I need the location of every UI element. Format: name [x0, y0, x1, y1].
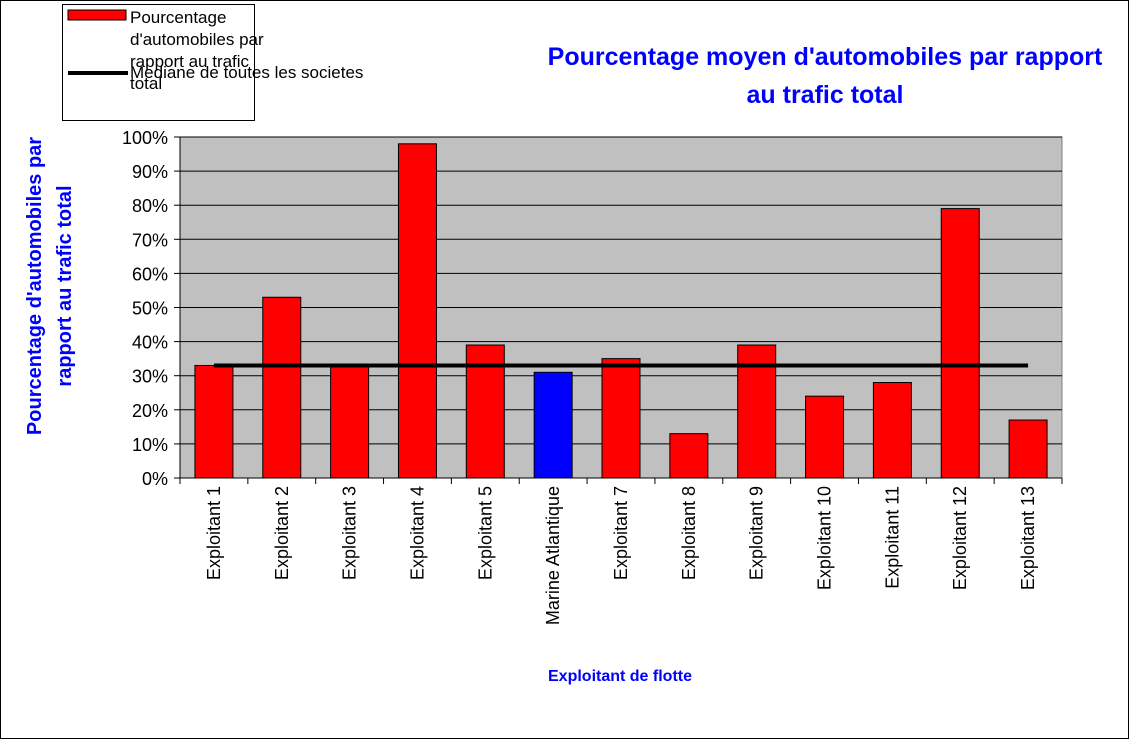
bar [1008, 419, 1048, 479]
bar [940, 208, 980, 479]
bar [533, 371, 573, 479]
bar [262, 296, 302, 479]
y-tick-label: 50% [132, 299, 168, 319]
x-tick-label: Exploitant 7 [611, 486, 631, 580]
bar [669, 433, 709, 479]
x-tick-label: Exploitant 9 [747, 486, 767, 580]
y-tick-label: 30% [132, 367, 168, 387]
y-tick-label: 40% [132, 333, 168, 353]
y-tick-label: 70% [132, 230, 168, 250]
x-tick-label: Exploitant 10 [815, 486, 835, 590]
x-tick-label: Marine Atlantique [543, 486, 563, 625]
y-tick-label: 80% [132, 196, 168, 216]
y-tick-label: 0% [142, 469, 168, 489]
y-tick-label: 20% [132, 401, 168, 421]
bar [601, 358, 641, 479]
x-tick-label: Exploitant 5 [475, 486, 495, 580]
bar [397, 143, 437, 479]
x-tick-label: Exploitant 2 [272, 486, 292, 580]
bar [805, 395, 845, 479]
x-tick-label: Exploitant 11 [882, 486, 902, 589]
x-tick-label: Exploitant 13 [1018, 486, 1038, 590]
x-tick-label: Exploitant 12 [950, 486, 970, 590]
y-tick-label: 10% [132, 435, 168, 455]
y-tick-label: 90% [132, 162, 168, 182]
bar [330, 364, 370, 479]
legend-swatch [67, 9, 127, 21]
bar [872, 382, 912, 479]
bar [194, 364, 234, 479]
x-tick-label: Exploitant 1 [204, 486, 224, 580]
x-tick-label: Exploitant 4 [407, 486, 427, 580]
x-axis-label: Exploitant de flotte [548, 668, 692, 685]
legend-label: Mediane de toutes les societes [130, 63, 364, 82]
chart-title: Pourcentage moyen d'automobiles par rapp… [547, 43, 1103, 109]
y-axis-label: Pourcentage d'automobiles par rapport au… [24, 136, 76, 436]
legend-label: Pourcentage d'automobiles par rapport au… [130, 8, 264, 93]
x-tick-label: Exploitant 3 [340, 486, 360, 580]
y-tick-label: 100% [122, 128, 168, 148]
x-tick-label: Exploitant 8 [679, 486, 699, 580]
y-tick-label: 60% [132, 264, 168, 284]
legend-box [62, 4, 255, 121]
